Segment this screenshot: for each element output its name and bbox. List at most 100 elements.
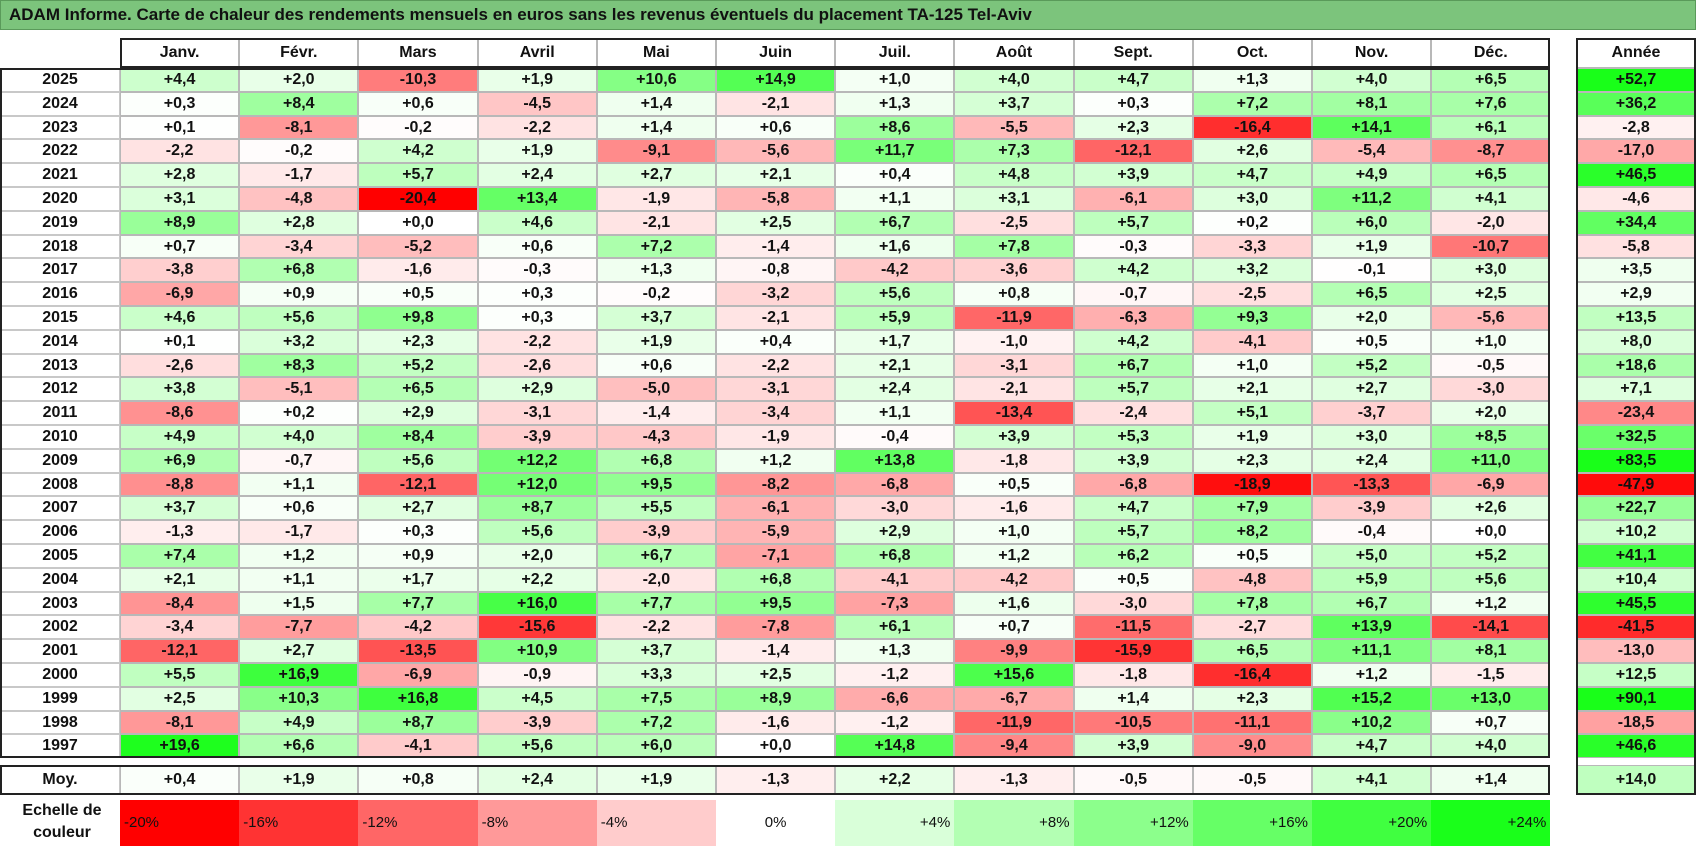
heatmap-cell: +1,4: [596, 91, 716, 116]
year-label: 2001: [0, 639, 120, 663]
heatmap-cell: +4,6: [120, 306, 240, 330]
heatmap-cell: +1,2: [954, 544, 1074, 568]
heatmap-cell: -2,2: [716, 353, 836, 378]
heatmap-cell: +1,9: [596, 329, 716, 354]
heatmap-cell: +2,0: [239, 68, 359, 92]
heatmap-cell: +6,1: [835, 615, 955, 640]
month-header: Févr.: [239, 38, 359, 68]
heatmap-cell: -2,6: [120, 353, 240, 378]
heatmap-cell: +13,8: [835, 448, 955, 473]
heatmap-cell: -2,2: [120, 139, 240, 164]
month-header: Oct.: [1192, 38, 1312, 68]
heatmap-cell: -1,8: [954, 448, 1074, 473]
annual-cell: +83,5: [1576, 448, 1696, 473]
heatmap-cell: +1,6: [954, 591, 1074, 616]
heatmap-cell: -0,1: [1312, 258, 1432, 283]
heatmap-cell: +2,1: [716, 163, 836, 187]
year-label: 1998: [0, 710, 120, 735]
heatmap-cell: +3,7: [954, 91, 1074, 116]
color-scale-swatch: +24%: [1431, 800, 1551, 846]
heatmap-cell: -1,8: [1073, 663, 1193, 687]
annual-cell: +10,2: [1576, 520, 1696, 544]
heatmap-cell: +4,0: [1312, 68, 1432, 92]
heatmap-cell: +16,8: [358, 686, 478, 711]
heatmap-cell: -3,0: [1073, 591, 1193, 616]
heatmap-cell: +4,9: [120, 425, 240, 449]
heatmap-cell: +5,6: [1431, 567, 1551, 592]
annual-header: Année: [1576, 38, 1696, 68]
heatmap-cell: +15,6: [954, 663, 1074, 687]
annual-cell: +8,0: [1576, 329, 1696, 354]
month-header: Juil.: [835, 38, 955, 68]
heatmap-cell: -8,1: [239, 115, 359, 140]
heatmap-cell: +2,9: [477, 377, 597, 402]
heatmap-cell: -12,1: [120, 639, 240, 663]
heatmap-cell: +2,5: [120, 686, 240, 711]
annual-cell: -18,5: [1576, 710, 1696, 735]
heatmap-cell: +4,7: [1312, 734, 1432, 759]
color-scale-swatch: +12%: [1073, 800, 1193, 846]
average-cell: +1,9: [596, 765, 716, 795]
heatmap-cell: +8,9: [716, 686, 836, 711]
heatmap-cell: -12,1: [1073, 139, 1193, 164]
heatmap-cell: +0,6: [358, 91, 478, 116]
year-label: 2004: [0, 567, 120, 592]
annual-cell: +90,1: [1576, 686, 1696, 711]
color-scale-swatch: +4%: [835, 800, 955, 846]
heatmap-cell: -2,2: [477, 115, 597, 140]
heatmap-cell: -2,0: [1431, 210, 1551, 235]
heatmap-cell: +7,2: [596, 710, 716, 735]
color-scale-label-line1: Echelle de: [22, 802, 102, 819]
year-label: 2010: [0, 425, 120, 449]
heatmap-cell: +8,5: [1431, 425, 1551, 449]
month-header: Mai: [596, 38, 716, 68]
heatmap-cell: +7,5: [596, 686, 716, 711]
heatmap-cell: +2,6: [1192, 139, 1312, 164]
heatmap-cell: -3,4: [120, 615, 240, 640]
heatmap-cell: +4,0: [239, 425, 359, 449]
annual-cell: +32,5: [1576, 425, 1696, 449]
heatmap-cell: -5,8: [716, 187, 836, 211]
heatmap-cell: +4,7: [1073, 496, 1193, 521]
heatmap-cell: +1,7: [358, 567, 478, 592]
heatmap-cell: +3,0: [1431, 258, 1551, 283]
heatmap-cell: -1,4: [596, 401, 716, 425]
heatmap-cell: +6,0: [1312, 210, 1432, 235]
heatmap-cell: +2,9: [835, 520, 955, 544]
heatmap-cell: +4,1: [1431, 187, 1551, 211]
heatmap-cell: -11,9: [954, 306, 1074, 330]
heatmap-cell: -20,4: [358, 187, 478, 211]
heatmap-cell: +2,7: [596, 163, 716, 187]
year-label: 2022: [0, 139, 120, 164]
heatmap-cell: +0,3: [120, 91, 240, 116]
heatmap-cell: -10,5: [1073, 710, 1193, 735]
heatmap-cell: +4,2: [1073, 329, 1193, 354]
heatmap-cell: +13,4: [477, 187, 597, 211]
heatmap-cell: +5,6: [358, 448, 478, 473]
heatmap-cell: -6,8: [1073, 472, 1193, 497]
heatmap-cell: +0,3: [477, 282, 597, 306]
heatmap-cell: +2,3: [1192, 686, 1312, 711]
heatmap-cell: +4,0: [954, 68, 1074, 92]
month-header: Août: [954, 38, 1074, 68]
heatmap-cell: +2,0: [1431, 401, 1551, 425]
heatmap-cell: -6,9: [1431, 472, 1551, 497]
heatmap-cell: +11,2: [1312, 187, 1432, 211]
year-label: 2023: [0, 115, 120, 140]
average-cell: -1,3: [716, 765, 836, 795]
heatmap-cell: -7,1: [716, 544, 836, 568]
heatmap-cell: +10,2: [1312, 710, 1432, 735]
heatmap-cell: +2,5: [1431, 282, 1551, 306]
annual-cell: +10,4: [1576, 567, 1696, 592]
heatmap-cell: +0,3: [358, 520, 478, 544]
heatmap-cell: +1,2: [239, 544, 359, 568]
heatmap-cell: +2,7: [1312, 377, 1432, 402]
heatmap-cell: +2,3: [1073, 115, 1193, 140]
heatmap-cell: -3,9: [596, 520, 716, 544]
heatmap-cell: -13,5: [358, 639, 478, 663]
heatmap-cell: +5,2: [1431, 544, 1551, 568]
heatmap-cell: +3,9: [1073, 163, 1193, 187]
color-scale-swatch: +20%: [1312, 800, 1432, 846]
heatmap-cell: -5,5: [954, 115, 1074, 140]
